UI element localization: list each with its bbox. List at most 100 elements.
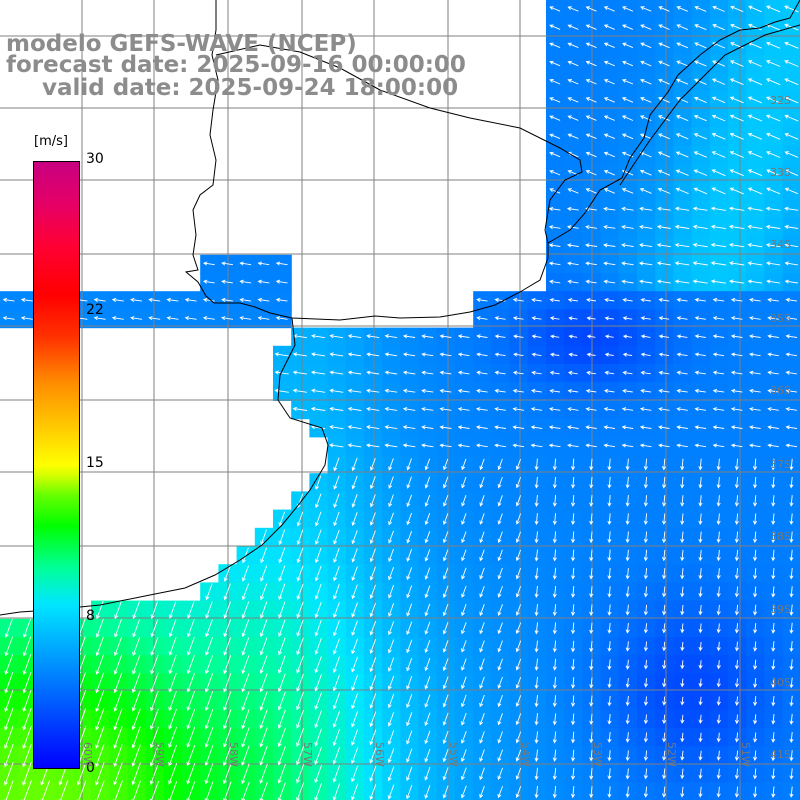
wind-arrow (621, 425, 634, 430)
wind-arrow (296, 529, 304, 545)
wind-arrow (639, 206, 653, 211)
wind-arrow (734, 531, 739, 544)
wind-arrow (93, 316, 106, 321)
wind-arrow (785, 443, 798, 448)
wind-arrow (259, 745, 268, 766)
wind-arrow (570, 513, 576, 526)
wind-arrow (223, 583, 231, 601)
wind-arrow (680, 623, 685, 634)
wind-arrow (442, 458, 449, 471)
wind-arrow (424, 549, 431, 562)
wind-arrow (95, 618, 104, 638)
wind-arrow (771, 495, 776, 507)
wind-arrow (698, 604, 703, 616)
wind-arrow (604, 352, 614, 357)
wind-arrow (789, 567, 794, 580)
wind-arrow (424, 585, 431, 599)
wind-arrow (734, 641, 739, 652)
wind-arrow (765, 96, 781, 104)
wind-arrow (274, 352, 289, 357)
wind-arrow (241, 727, 250, 748)
wind-arrow (497, 585, 503, 598)
wind-arrow (656, 279, 671, 284)
wind-arrow (402, 443, 416, 448)
wind-arrow (387, 639, 395, 654)
wind-arrow (607, 732, 612, 744)
wind-arrow (424, 639, 431, 653)
wind-arrow (716, 513, 721, 525)
wind-arrow (549, 60, 561, 67)
wind-arrow (749, 388, 761, 393)
wind-arrow (387, 621, 395, 636)
wind-arrow (570, 695, 576, 707)
wind-arrow (734, 458, 739, 471)
wind-arrow (515, 640, 522, 653)
wind-arrow (494, 334, 506, 339)
title-model: modelo GEFS-WAVE (NCEP) (6, 31, 357, 57)
wind-arrow (22, 707, 32, 731)
wind-arrow (548, 261, 561, 266)
wind-arrow (406, 494, 413, 508)
wind-arrow (95, 762, 105, 786)
wind-arrow (716, 476, 721, 489)
wind-arrow (698, 768, 703, 780)
wind-arrow (662, 768, 667, 780)
wind-arrow (442, 730, 449, 745)
wind-arrow (406, 712, 413, 727)
wind-arrow (549, 79, 561, 85)
wind-arrow (421, 352, 434, 357)
wind-arrow (403, 352, 416, 357)
wind-arrow (729, 132, 744, 140)
wind-arrow (767, 370, 779, 375)
wind-arrow (369, 548, 376, 563)
wind-arrow (402, 425, 416, 430)
wind-arrow (549, 133, 561, 140)
wind-arrow (680, 678, 685, 688)
wind-arrow (698, 549, 703, 562)
wind-arrow (548, 243, 561, 248)
wind-arrow (752, 568, 758, 580)
wind-arrow (531, 297, 542, 303)
wind-arrow (534, 731, 539, 744)
wind-arrow (694, 24, 707, 31)
wind-arrow (698, 750, 703, 761)
wind-arrow (168, 672, 177, 693)
wind-arrow (387, 711, 395, 727)
wind-arrow (661, 531, 667, 544)
wind-arrow (277, 673, 286, 693)
wind-arrow (676, 425, 688, 430)
wind-arrow (457, 407, 470, 412)
wind-arrow (566, 225, 579, 230)
wind-arrow (662, 696, 667, 706)
wind-arrow (674, 243, 690, 248)
wind-arrow (365, 443, 380, 448)
wind-arrow (479, 513, 485, 525)
wind-arrow (716, 786, 721, 798)
wind-arrow (424, 785, 431, 799)
wind-arrow (771, 622, 776, 634)
wind-arrow (479, 567, 485, 580)
wind-arrow (512, 370, 524, 375)
wind-arrow (567, 261, 579, 266)
wind-arrow (753, 623, 758, 634)
wind-arrow (222, 781, 232, 800)
wind-arrow (680, 531, 685, 544)
wind-arrow (442, 476, 449, 489)
wind-arrow (621, 206, 634, 211)
wind-arrow (552, 658, 557, 671)
wind-arrow (716, 458, 721, 471)
wind-arrow (749, 370, 761, 375)
wind-arrow (296, 673, 304, 692)
wind-arrow (657, 206, 671, 211)
wind-arrow (785, 370, 798, 375)
wind-arrow (589, 567, 594, 580)
wind-arrow (640, 78, 652, 85)
wind-arrow (570, 549, 576, 562)
wind-arrow (749, 352, 761, 357)
wind-arrow (765, 243, 781, 248)
wind-arrow (675, 133, 689, 140)
wind-arrow (22, 636, 32, 657)
wind-arrow (643, 568, 648, 580)
wind-arrow (113, 762, 123, 786)
